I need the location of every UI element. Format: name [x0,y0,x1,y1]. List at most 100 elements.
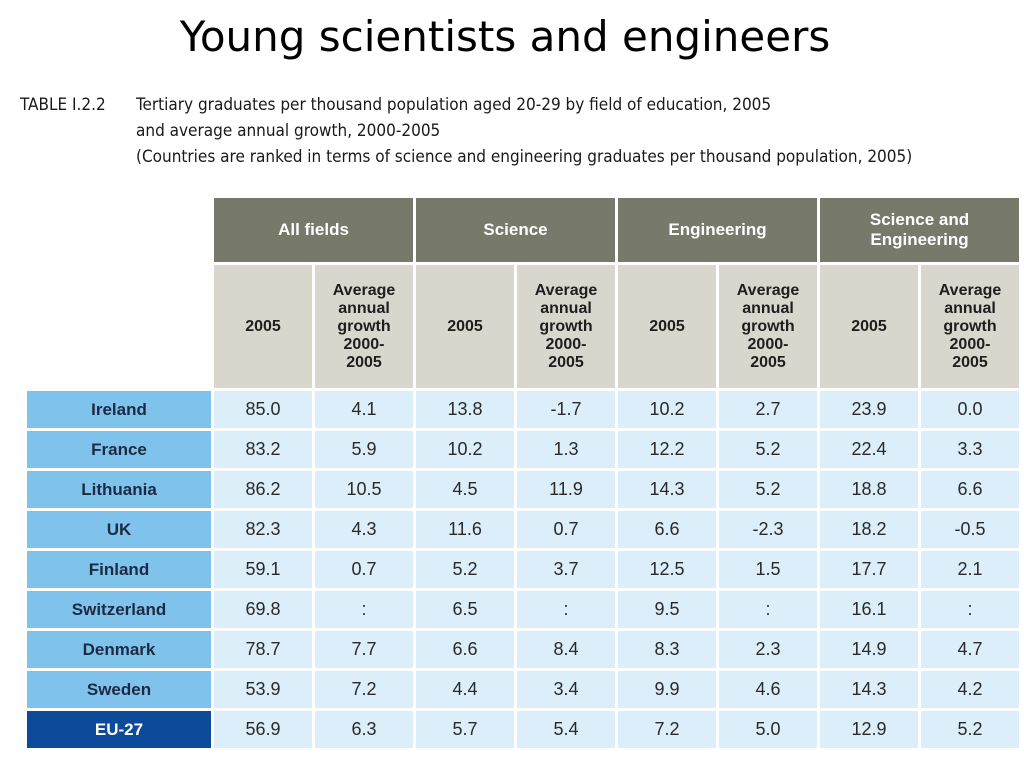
country-cell: France [27,431,211,468]
value-cell-2005: 53.9 [214,671,312,708]
sub-header-growth: Average annual growth 2000-2005 [315,265,413,388]
value-cell-2005: 12.2 [618,431,716,468]
value-cell-growth: 3.7 [517,551,615,588]
value-cell-growth: 4.6 [719,671,817,708]
value-cell-growth: 5.0 [719,711,817,748]
slide-title: Young scientists and engineers [179,12,831,61]
value-cell-2005: 10.2 [416,431,514,468]
value-cell-growth: : [921,591,1019,628]
value-cell-growth: : [517,591,615,628]
value-cell-growth: 5.2 [719,471,817,508]
country-cell: Finland [27,551,211,588]
value-cell-2005: 10.2 [618,391,716,428]
table-row: Ireland 85.0 4.1 13.8 -1.7 10.2 2.7 23.9 0.0 [27,391,1019,428]
group-header-science: Science [416,198,615,262]
value-cell-2005: 69.8 [214,591,312,628]
group-header-engineering: Engineering [618,198,817,262]
table-row: Switzerland 69.8:6.5:9.5:16.1: [27,591,1019,628]
country-cell: Denmark [27,631,211,668]
table-row: EU-27 56.9 6.3 5.7 5.4 7.2 5.0 12.9 5.2 [27,711,1019,748]
value-cell-growth: 4.3 [315,511,413,548]
value-cell-growth: 2.3 [719,631,817,668]
value-cell-growth: 11.9 [517,471,615,508]
value-cell-2005: 4.5 [416,471,514,508]
value-cell-growth: 5.4 [517,711,615,748]
value-cell-growth: 5.2 [921,711,1019,748]
value-cell-2005: 14.3 [820,671,918,708]
growth-text: Average annual growth 2000-2005 [736,281,800,371]
value-cell-growth: -1.7 [517,391,615,428]
value-cell-2005: 18.8 [820,471,918,508]
table-label: TABLE I.2.2 [20,95,106,115]
value-cell-growth: 7.2 [315,671,413,708]
group-header-row: All fields Science Engineering Science a… [27,198,1019,262]
value-cell-2005: 12.9 [820,711,918,748]
value-cell-2005: 23.9 [820,391,918,428]
value-cell-2005: 5.7 [416,711,514,748]
growth-text: Average annual growth 2000-2005 [332,281,396,371]
value-cell-growth: 2.1 [921,551,1019,588]
value-cell-2005: 11.6 [416,511,514,548]
value-cell-growth: 2.7 [719,391,817,428]
value-cell-2005: 18.2 [820,511,918,548]
graduates-table: All fields Science Engineering Science a… [24,195,1022,751]
group-header-all-fields: All fields [214,198,413,262]
value-cell-growth: 1.3 [517,431,615,468]
sub-header-row: 2005 Average annual growth 2000-2005 200… [27,265,1019,388]
value-cell-growth: 4.2 [921,671,1019,708]
table-row: Denmark 78.7 7.7 6.6 8.4 8.3 2.3 14.9 4.7 [27,631,1019,668]
group-header-science-and-engineering-text: Science and Engineering [869,210,970,249]
value-cell-2005: 6.6 [416,631,514,668]
value-cell-2005: 17.7 [820,551,918,588]
value-cell-growth: 5.9 [315,431,413,468]
value-cell-2005: 16.1 [820,591,918,628]
sub-header-year: 2005 [214,265,312,388]
value-cell-growth: 8.4 [517,631,615,668]
country-cell: Ireland [27,391,211,428]
value-cell-2005: 12.5 [618,551,716,588]
caption-lines: Tertiary graduates per thousand populati… [136,92,1024,170]
value-cell-2005: 85.0 [214,391,312,428]
value-cell-growth: : [719,591,817,628]
value-cell-growth: 0.0 [921,391,1019,428]
country-cell: Lithuania [27,471,211,508]
country-cell: Switzerland [27,591,211,628]
value-cell-2005: 86.2 [214,471,312,508]
country-cell: UK [27,511,211,548]
caption-line-2: and average annual growth, 2000-2005 [136,121,441,141]
caption-line-1: Tertiary graduates per thousand populati… [136,95,772,115]
table-row: UK 82.3 4.3 11.6 0.7 6.6 -2.3 18.2 -0.5 [27,511,1019,548]
value-cell-growth: 0.7 [517,511,615,548]
value-cell-2005: 78.7 [214,631,312,668]
header-corner [27,198,211,262]
value-cell-2005: 4.4 [416,671,514,708]
value-cell-2005: 14.3 [618,471,716,508]
value-cell-growth: 4.1 [315,391,413,428]
growth-text: Average annual growth 2000-2005 [534,281,598,371]
sub-header-year: 2005 [416,265,514,388]
group-header-science-and-engineering: Science and Engineering [820,198,1019,262]
value-cell-2005: 82.3 [214,511,312,548]
value-cell-2005: 7.2 [618,711,716,748]
value-cell-2005: 9.9 [618,671,716,708]
country-cell: EU-27 [27,711,211,748]
value-cell-growth: 0.7 [315,551,413,588]
value-cell-2005: 83.2 [214,431,312,468]
value-cell-growth: 6.3 [315,711,413,748]
value-cell-2005: 59.1 [214,551,312,588]
value-cell-2005: 14.9 [820,631,918,668]
country-cell: Sweden [27,671,211,708]
sub-header-year: 2005 [618,265,716,388]
value-cell-2005: 6.6 [618,511,716,548]
value-cell-growth: 3.3 [921,431,1019,468]
value-cell-2005: 13.8 [416,391,514,428]
growth-text: Average annual growth 2000-2005 [938,281,1002,371]
table-row: Lithuania 86.2 10.5 4.5 11.9 14.3 5.2 18.8 6.6 [27,471,1019,508]
table-row: Finland 59.1 0.7 5.2 3.7 12.5 1.5 17.7 2.1 [27,551,1019,588]
value-cell-growth: 10.5 [315,471,413,508]
value-cell-2005: 56.9 [214,711,312,748]
value-cell-growth: 1.5 [719,551,817,588]
value-cell-growth: 3.4 [517,671,615,708]
value-cell-growth: : [315,591,413,628]
caption-line-3: (Countries are ranked in terms of scienc… [136,147,913,167]
